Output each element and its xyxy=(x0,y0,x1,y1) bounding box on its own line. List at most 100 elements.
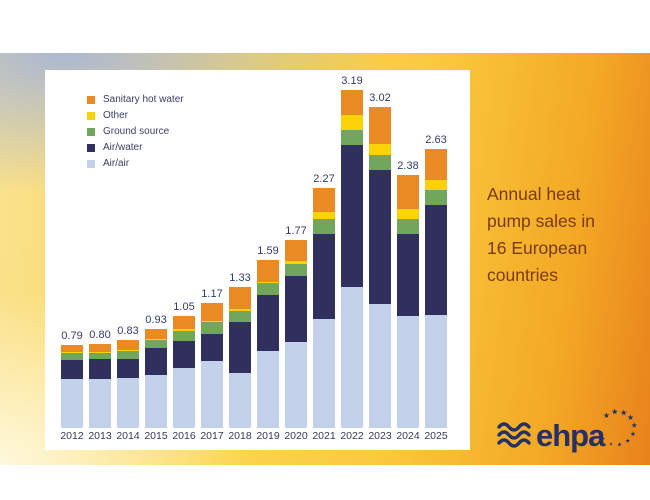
bar-chart: 0.79 0.80 0.83 0.93 1.05 1.17 1.33 1.59 1.77 2.27… xyxy=(61,70,447,428)
bar-segment xyxy=(201,303,223,321)
chart-title: Annual heat pump sales in 16 European co… xyxy=(487,184,595,285)
bar-segment xyxy=(285,276,307,342)
waves-icon xyxy=(497,422,531,448)
bar-segment xyxy=(61,360,83,379)
bar-segment xyxy=(313,188,335,212)
legend-label: Air/air xyxy=(103,158,130,169)
bar-segment xyxy=(257,282,279,283)
x-axis-tick-label: 2025 xyxy=(424,430,448,442)
bar-segment xyxy=(229,309,251,311)
bar-segment xyxy=(201,321,223,322)
bar-total-label: 2.63 xyxy=(425,134,447,146)
x-axis-tick-label: 2020 xyxy=(284,430,308,442)
legend-item: Sanitary hot water xyxy=(87,94,184,105)
bar-segment xyxy=(369,107,391,144)
bar-segment xyxy=(313,219,335,234)
legend-swatch-icon xyxy=(87,159,95,168)
legend-item: Air/water xyxy=(87,142,184,153)
x-axis-tick-label: 2023 xyxy=(368,430,392,442)
bar-segment xyxy=(173,329,195,331)
bar-segment xyxy=(285,240,307,261)
legend-label: Air/water xyxy=(103,142,143,153)
bar-total-label: 0.83 xyxy=(117,325,139,337)
bar-segment xyxy=(397,234,419,316)
legend-swatch-icon xyxy=(87,127,95,136)
bar-segment xyxy=(313,234,335,319)
bar-segment xyxy=(201,334,223,361)
x-axis-tick-label: 2014 xyxy=(116,430,140,442)
bar-segment xyxy=(341,90,363,115)
bar-segment xyxy=(285,261,307,264)
bar-segment xyxy=(229,311,251,322)
bar-total-label: 0.79 xyxy=(61,330,83,342)
legend-label: Ground source xyxy=(103,126,170,137)
bar-segment xyxy=(117,351,139,359)
bar-segment xyxy=(89,379,111,428)
bar-total-label: 1.17 xyxy=(201,288,223,300)
bar-segment xyxy=(341,287,363,428)
bar-segment xyxy=(369,155,391,170)
bar-segment xyxy=(313,319,335,428)
x-axis-tick-label: 2017 xyxy=(200,430,224,442)
bar-segment xyxy=(145,339,167,340)
bar-2012: 0.79 xyxy=(61,330,83,428)
x-axis-tick-label: 2018 xyxy=(228,430,252,442)
bar-segment xyxy=(89,352,111,353)
bar-segment xyxy=(257,295,279,351)
ehpa-logo: ehpa xyxy=(496,408,638,461)
bar-segment xyxy=(397,316,419,428)
bar-segment xyxy=(397,209,419,219)
bar-segment xyxy=(425,315,447,428)
bar-2015: 0.93 xyxy=(145,314,167,428)
legend-swatch-icon xyxy=(87,95,95,104)
x-axis-labels: 2012 2013 2014 2015 2016 2017 2018 2019 2020 2021… xyxy=(60,430,448,442)
x-axis-tick-label: 2015 xyxy=(144,430,168,442)
x-axis-tick-label: 2013 xyxy=(88,430,112,442)
bar-2017: 1.17 xyxy=(201,288,223,428)
x-axis-tick-label: 2022 xyxy=(340,430,364,442)
bar-segment xyxy=(397,219,419,234)
infographic-card: Sanitary hot water Other Ground source Air/… xyxy=(0,53,650,465)
bar-segment xyxy=(117,350,139,351)
x-axis-tick-label: 2016 xyxy=(172,430,196,442)
bar-segment xyxy=(61,353,83,360)
x-axis-tick-label: 2019 xyxy=(256,430,280,442)
bar-segment xyxy=(425,149,447,180)
bar-segment xyxy=(61,352,83,353)
bar-2016: 1.05 xyxy=(173,301,195,428)
bar-total-label: 1.77 xyxy=(285,225,307,237)
bar-segment xyxy=(89,344,111,352)
bar-2018: 1.33 xyxy=(229,272,251,428)
x-axis-tick-label: 2021 xyxy=(312,430,336,442)
legend-item: Other xyxy=(87,110,184,121)
x-axis-tick-label: 2024 xyxy=(396,430,420,442)
bar-segment xyxy=(89,359,111,379)
bar-segment xyxy=(257,351,279,428)
bar-segment xyxy=(425,180,447,190)
bar-2022: 3.19 xyxy=(341,75,363,428)
bar-segment xyxy=(341,145,363,287)
bar-segment xyxy=(117,340,139,350)
legend-label: Sanitary hot water xyxy=(103,94,184,105)
legend-label: Other xyxy=(103,110,129,121)
legend-swatch-icon xyxy=(87,143,95,152)
legend-swatch-icon xyxy=(87,111,95,120)
chart-panel: Sanitary hot water Other Ground source Air/… xyxy=(45,70,470,450)
bar-total-label: 2.27 xyxy=(313,173,335,185)
bar-segment xyxy=(201,322,223,334)
bar-segment xyxy=(145,329,167,339)
bar-segment xyxy=(201,361,223,428)
bar-2024: 2.38 xyxy=(397,160,419,428)
x-axis-tick-label: 2012 xyxy=(60,430,84,442)
eu-stars-icon xyxy=(602,408,638,447)
bar-segment xyxy=(313,212,335,219)
bar-segment xyxy=(257,283,279,295)
bar-2023: 3.02 xyxy=(369,92,391,428)
bar-segment xyxy=(425,205,447,315)
bar-total-label: 3.02 xyxy=(369,92,391,104)
bar-segment xyxy=(369,304,391,428)
bar-segment xyxy=(145,348,167,375)
bar-segment xyxy=(257,260,279,282)
bar-segment xyxy=(229,373,251,428)
